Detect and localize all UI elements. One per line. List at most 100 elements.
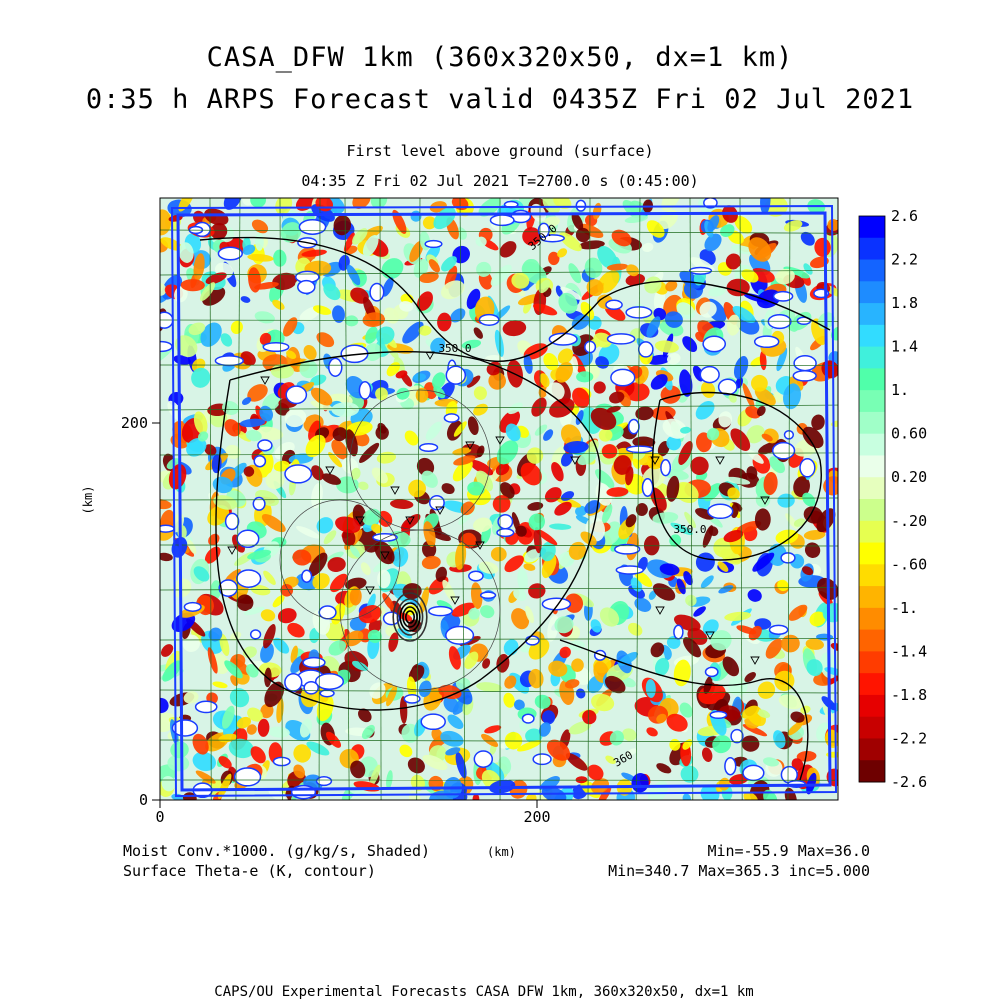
heatmap-void xyxy=(699,365,720,384)
heatmap-cell xyxy=(208,627,223,642)
colorbar-segment xyxy=(859,738,885,761)
heatmap-cell xyxy=(682,793,691,800)
heatmap-cell xyxy=(456,227,467,240)
heatmap-cell xyxy=(763,789,778,800)
heatmap-void xyxy=(233,767,262,787)
heatmap-cell xyxy=(438,684,462,700)
heatmap-cell xyxy=(464,651,479,670)
heatmap-cell xyxy=(657,441,670,457)
heatmap-cell xyxy=(741,735,760,752)
heatmap-cell xyxy=(811,414,825,431)
county-line xyxy=(209,198,212,800)
colorbar-segment xyxy=(859,433,885,456)
heatmap-cell xyxy=(223,198,242,210)
heatmap-void xyxy=(194,700,218,714)
heatmap-cell xyxy=(706,427,720,441)
domain-boundary xyxy=(170,204,838,798)
heatmap-cell xyxy=(243,466,255,477)
heatmap-cell xyxy=(352,228,368,245)
heatmap-cell xyxy=(325,622,345,641)
colorbar-segment xyxy=(859,607,885,631)
heatmap-cell xyxy=(642,242,654,253)
theta-e-contour xyxy=(559,639,809,781)
heatmap-cell xyxy=(361,724,375,740)
heatmap-cell xyxy=(533,303,558,316)
heatmap-cell xyxy=(437,312,452,332)
theta-e-vortex-ring xyxy=(392,592,428,642)
heatmap-cell xyxy=(362,234,379,257)
heatmap-cell xyxy=(666,475,680,502)
colorbar-tick-label: 1. xyxy=(891,381,909,399)
heatmap-cell xyxy=(628,622,643,636)
county-line xyxy=(160,270,838,276)
heatmap-cell xyxy=(597,245,618,270)
heatmap-cell xyxy=(476,682,502,692)
heatmap-cell xyxy=(730,428,751,451)
heatmap-cell xyxy=(747,589,762,602)
heatmap-cell xyxy=(791,758,804,771)
heatmap-cell xyxy=(299,718,313,738)
heatmap-cell xyxy=(213,495,238,510)
heatmap-cell xyxy=(472,793,480,800)
heatmap-cell xyxy=(362,508,381,526)
colorbar-frame xyxy=(858,215,886,783)
heatmap-void xyxy=(403,694,421,704)
heatmap-cell xyxy=(634,570,653,588)
heatmap-cell xyxy=(265,471,285,490)
heatmap-cell xyxy=(362,312,386,327)
heatmap-cell xyxy=(349,587,362,606)
heatmap-cell xyxy=(418,325,432,336)
heatmap-cell xyxy=(718,411,733,428)
heatmap-cell xyxy=(241,397,252,406)
heatmap-cell xyxy=(218,756,232,769)
colorbar-segment xyxy=(859,390,885,413)
county-line xyxy=(787,198,791,800)
heatmap-cell xyxy=(273,637,290,654)
heatmap-cell xyxy=(542,710,556,725)
heatmap-cell xyxy=(250,746,266,764)
heatmap-cell xyxy=(559,232,582,252)
heatmap-cell xyxy=(549,523,572,530)
heatmap-cell xyxy=(481,733,499,747)
heatmap-cell xyxy=(504,675,517,689)
heatmap-cell xyxy=(310,387,333,406)
heatmap-cell xyxy=(433,385,446,399)
heatmap-cell xyxy=(577,451,597,466)
heatmap-cell xyxy=(331,402,360,417)
heatmap-cell xyxy=(250,584,271,596)
heatmap-void xyxy=(702,335,727,353)
colorbar-segment xyxy=(859,259,885,282)
heatmap-cell xyxy=(515,525,527,537)
heatmap-cell xyxy=(748,625,762,641)
heatmap-cell xyxy=(450,308,466,323)
theta-e-vortex-ring xyxy=(396,598,424,636)
heatmap-cell xyxy=(742,383,755,410)
heatmap-cell xyxy=(422,216,437,230)
heatmap-cell xyxy=(312,573,330,590)
colorbar-tick-label: -.60 xyxy=(891,555,927,573)
heatmap-cell xyxy=(374,541,395,565)
heatmap-cell xyxy=(323,283,341,301)
colorbar-tick-label: -2.2 xyxy=(891,730,927,748)
heatmap-cell xyxy=(316,517,334,534)
heatmap-cell xyxy=(800,231,815,246)
heatmap-void xyxy=(272,756,291,767)
county-line xyxy=(689,198,694,800)
heatmap-cell xyxy=(200,282,216,302)
chart-title-line1: CASA_DFW 1km (360x320x50, dx=1 km) xyxy=(206,42,794,73)
x-axis-label: (km) xyxy=(487,845,516,859)
colorbar-tick-label: -1.8 xyxy=(891,686,927,704)
heatmap-cell xyxy=(669,534,682,547)
heatmap-cell xyxy=(763,472,778,495)
heatmap-cell xyxy=(245,429,262,442)
heatmap-cell xyxy=(445,747,461,756)
heatmap-cell xyxy=(683,571,693,586)
county-line xyxy=(160,497,838,501)
station-marker xyxy=(365,586,375,595)
station-marker xyxy=(705,631,715,640)
heatmap-cell xyxy=(520,462,542,486)
heatmap-cell xyxy=(598,428,613,442)
heatmap-cell xyxy=(517,568,528,592)
heatmap-void xyxy=(253,454,267,468)
